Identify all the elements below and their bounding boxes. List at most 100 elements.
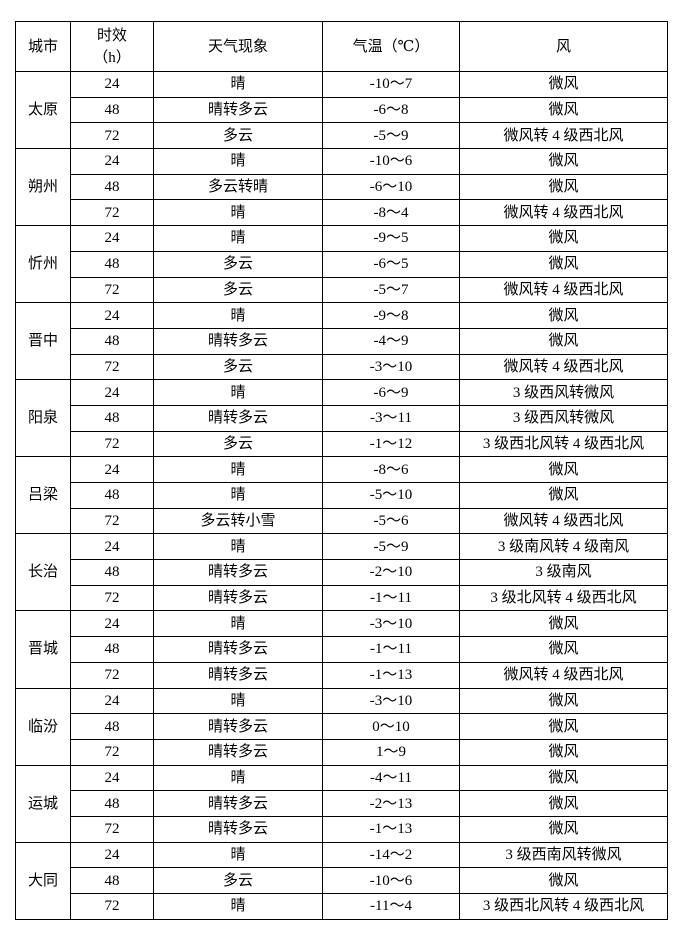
period-cell: 24 — [70, 610, 154, 638]
table-row: 48 晴转多云 -6～8 微风 — [16, 96, 668, 124]
header-temp: 气温（℃） — [322, 21, 460, 72]
weather-cell: 晴 — [153, 687, 323, 715]
weather-cell: 晴转多云 — [153, 738, 323, 766]
weather-cell: 晴 — [153, 764, 323, 792]
table-row: 48 晴转多云 -3～11 3 级西风转微风 — [16, 404, 668, 432]
temp-cell: -9～5 — [322, 225, 460, 252]
wind-cell: 微风 — [459, 636, 668, 663]
period-cell: 48 — [70, 867, 154, 894]
table-row: 吕梁 24 晴 -8～6 微风 — [15, 456, 668, 535]
period-cell: 72 — [70, 276, 154, 304]
weather-cell: 晴 — [153, 533, 323, 561]
temp-cell: -3～10 — [322, 687, 460, 715]
table-row: 48 多云 -6～5 微风 — [16, 250, 668, 278]
wind-cell: 微风转 4 级西北风 — [459, 122, 668, 150]
weather-cell: 晴 — [153, 456, 323, 483]
wind-cell: 微风 — [459, 173, 668, 201]
city-cell: 太原 — [15, 70, 71, 150]
period-cell: 72 — [70, 738, 154, 766]
wind-cell: 微风 — [459, 71, 668, 98]
table-row: 48 晴转多云 -2～10 3 级南风 — [16, 559, 668, 586]
table-row: 晋中 24 晴 -9～8 微风 — [15, 302, 668, 381]
wind-cell: 3 级西北风转 4 级西北风 — [459, 430, 668, 458]
table-row: 72 晴转多云 -1～11 3 级北风转 4 级西北风 — [16, 584, 668, 612]
temp-cell: -6～9 — [322, 379, 460, 406]
weather-cell: 多云 — [153, 430, 323, 458]
temp-cell: -6～8 — [322, 96, 460, 124]
weather-cell: 晴转多云 — [153, 559, 323, 586]
wind-cell: 微风 — [459, 790, 668, 817]
weather-cell: 多云 — [153, 276, 323, 304]
period-cell: 24 — [70, 379, 154, 406]
period-cell: 72 — [70, 430, 154, 458]
table-row: 晋城 24 晴 -3～10 微风 — [15, 610, 668, 689]
temp-cell: -8～6 — [322, 456, 460, 483]
city-cell: 吕梁 — [15, 456, 71, 535]
period-cell: 24 — [70, 225, 154, 252]
temp-cell: -5～7 — [322, 276, 460, 304]
period-cell: 72 — [70, 199, 154, 227]
table-row: 忻州 24 晴 -9～5 微风 — [15, 225, 668, 304]
period-cell: 48 — [70, 482, 154, 509]
table-row: 72 多云 -5～9 微风转 4 级西北风 — [16, 122, 668, 150]
table-row: 72 多云 -1～12 3 级西北风转 4 级西北风 — [16, 430, 668, 458]
period-cell: 48 — [70, 636, 154, 663]
weather-cell: 晴 — [153, 302, 323, 329]
wind-cell: 微风转 4 级西北风 — [459, 276, 668, 304]
table-row: 大同 24 晴 -14～2 3 级西南风转微风 — [15, 841, 668, 920]
period-cell: 48 — [70, 327, 154, 355]
table-row: 72 晴 -8～4 微风转 4 级西北风 — [16, 199, 668, 227]
weather-cell: 多云 — [153, 250, 323, 278]
period-cell: 72 — [70, 507, 154, 535]
wind-cell: 3 级南风转 4 级南风 — [459, 533, 668, 561]
header-weather: 天气现象 — [153, 21, 323, 72]
city-cell: 长治 — [15, 533, 71, 612]
header-city: 城市 — [15, 21, 71, 72]
temp-cell: -10～7 — [322, 71, 460, 98]
wind-cell: 微风 — [459, 327, 668, 355]
period-cell: 24 — [70, 764, 154, 792]
temp-cell: 1～9 — [322, 738, 460, 766]
temp-cell: -1～12 — [322, 430, 460, 458]
table-row: 72 多云转小雪 -5～6 微风转 4 级西北风 — [16, 507, 668, 535]
header-period: 时效 （h） — [70, 21, 154, 72]
temp-cell: -3～11 — [322, 404, 460, 432]
wind-cell: 微风 — [459, 738, 668, 766]
temp-cell: -6～5 — [322, 250, 460, 278]
wind-cell: 微风 — [459, 225, 668, 252]
period-cell: 48 — [70, 713, 154, 740]
temp-cell: -14～2 — [322, 841, 460, 869]
weather-cell: 晴 — [153, 71, 323, 98]
period-cell: 24 — [70, 71, 154, 98]
wind-cell: 微风转 4 级西北风 — [459, 507, 668, 535]
weather-cell: 晴转多云 — [153, 327, 323, 355]
weather-cell: 晴转多云 — [153, 815, 323, 843]
weather-cell: 晴转多云 — [153, 584, 323, 612]
wind-cell: 微风 — [459, 250, 668, 278]
weather-cell: 多云 — [153, 353, 323, 381]
table-row: 临汾 24 晴 -3～10 微风 — [15, 687, 668, 766]
temp-cell: -2～13 — [322, 790, 460, 817]
temp-cell: -2～10 — [322, 559, 460, 586]
weather-cell: 晴 — [153, 841, 323, 869]
period-cell: 72 — [70, 893, 154, 920]
header-wind: 风 — [459, 21, 668, 72]
temp-cell: -1～13 — [322, 815, 460, 843]
temp-cell: -10～6 — [322, 867, 460, 894]
wind-cell: 微风 — [459, 713, 668, 740]
table-row: 72 多云 -3～10 微风转 4 级西北风 — [16, 353, 668, 381]
table-row: 阳泉 24 晴 -6～9 3 级西风转微风 — [15, 379, 668, 458]
city-cell: 晋城 — [15, 610, 71, 689]
table-row: 朔州 24 晴 -10～6 微风 — [15, 148, 668, 227]
temp-cell: -3～10 — [322, 610, 460, 638]
wind-cell: 微风 — [459, 867, 668, 894]
wind-cell: 微风转 4 级西北风 — [459, 199, 668, 227]
city-cell: 运城 — [15, 764, 71, 843]
forecast-table: 城市 时效 （h） 天气现象 气温（℃） 风 太原 24 晴 -10～7 微风 48 晴转多… — [15, 21, 668, 920]
period-cell: 48 — [70, 173, 154, 201]
table-body: 太原 24 晴 -10～7 微风 48 晴转多云 -6～8 微风 72 多云 -5～9 微风转 4 级西… — [15, 70, 668, 920]
weather-cell: 晴 — [153, 482, 323, 509]
table-row: 48 晴转多云 -2～13 微风 — [16, 790, 668, 817]
table-row: 72 晴转多云 -1～13 微风 — [16, 815, 668, 843]
weather-cell: 晴 — [153, 610, 323, 638]
